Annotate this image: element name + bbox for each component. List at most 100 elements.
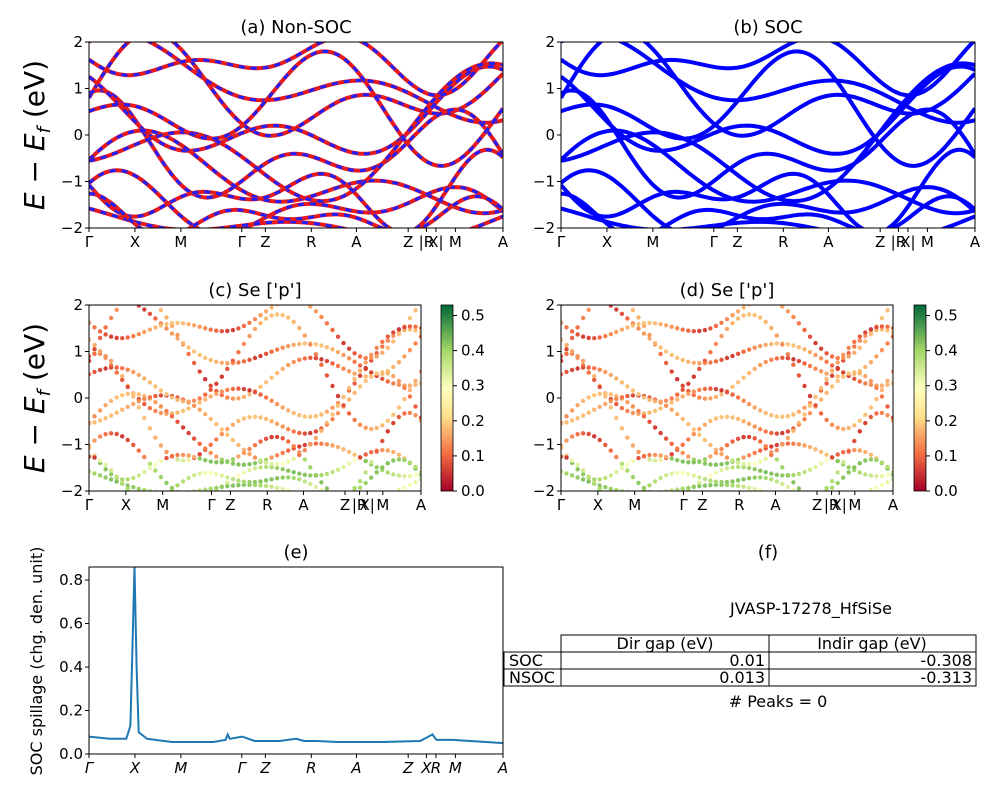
projection-point: [313, 309, 319, 314]
projection-point: [369, 450, 374, 455]
projection-point: [774, 442, 779, 448]
projection-point: [879, 394, 885, 399]
projection-point: [247, 333, 252, 339]
projection-point: [746, 434, 752, 440]
projection-point: [608, 405, 613, 410]
projection-point: [407, 383, 413, 388]
projection-point: [708, 478, 713, 483]
projection-point: [818, 461, 824, 466]
projection-point: [807, 363, 813, 369]
projection-point: [564, 471, 569, 476]
projection-point: [169, 453, 175, 459]
projection-point: [691, 473, 696, 478]
projection-point: [586, 410, 591, 415]
projection-point: [164, 480, 169, 486]
projection-point: [369, 374, 374, 379]
projection-point: [857, 345, 862, 350]
projection-point: [380, 423, 385, 428]
projection-point: [675, 326, 680, 331]
projection-point: [630, 307, 636, 313]
panel-c-plot: [89, 305, 421, 491]
projection-point: [241, 341, 247, 347]
projection-point: [746, 453, 752, 458]
projection-point: [252, 455, 258, 460]
projection-point: [380, 447, 385, 453]
projection-point: [263, 478, 269, 483]
projection-point: [752, 450, 757, 456]
band-line: [561, 206, 975, 228]
material-id: JVASP-17278_HfSiSe: [729, 599, 892, 619]
projection-point: [752, 486, 757, 491]
projection-point: [418, 418, 421, 423]
projection-point: [780, 494, 784, 498]
band-line: [89, 42, 503, 125]
projection-point: [164, 321, 169, 327]
projection-point: [153, 384, 158, 389]
projection-point: [564, 342, 569, 348]
projection-point: [402, 325, 407, 330]
projection-point: [97, 434, 103, 439]
projection-point: [180, 425, 186, 430]
projection-point: [824, 417, 829, 423]
projection-point: [669, 471, 674, 476]
projection-point: [225, 366, 230, 372]
projection-point: [335, 411, 341, 416]
band-line: [561, 128, 975, 216]
projection-point: [357, 455, 363, 460]
x-tick-label: Γ: [85, 233, 94, 251]
projection-point: [241, 394, 247, 400]
projection-point: [641, 487, 647, 491]
projection-point: [108, 315, 114, 321]
projection-point: [97, 418, 103, 423]
projection-point: [291, 319, 296, 325]
colorbar-tick-label: 0.4: [461, 342, 485, 360]
projection-point: [569, 329, 575, 334]
projection-point: [208, 387, 213, 392]
x-tick-label: X: [593, 496, 603, 514]
projection-point: [280, 475, 285, 480]
projection-point: [658, 406, 663, 411]
projection-point: [385, 461, 390, 466]
projection-point: [247, 446, 252, 452]
projection-point: [258, 465, 263, 470]
projection-point: [791, 480, 796, 485]
panel-a-title: (a) Non-SOC: [240, 17, 351, 38]
projection-point: [630, 388, 636, 393]
y-tick-label: 0: [73, 389, 83, 407]
projection-point: [592, 366, 597, 371]
projection-point: [125, 437, 130, 443]
projection-point: [580, 468, 586, 473]
projection-point: [241, 479, 247, 484]
projection-point: [625, 325, 630, 330]
projection-point: [407, 460, 413, 465]
projection-point: [186, 321, 191, 327]
band-line: [561, 49, 975, 168]
projection-point: [852, 350, 857, 355]
projection-point: [114, 410, 119, 415]
projection-point: [308, 481, 313, 487]
projection-point: [890, 325, 893, 331]
projection-point: [874, 325, 879, 330]
projection-point: [225, 475, 230, 480]
projection-point: [413, 382, 418, 387]
projection-point: [752, 405, 757, 410]
projection-point: [713, 462, 719, 467]
projection-point: [402, 385, 407, 391]
projection-point: [829, 384, 835, 389]
projection-point: [385, 338, 390, 343]
projection-point: [636, 455, 641, 461]
panel-c-colorbar-ticks: 0.5 0.4 0.3 0.2 0.1 0.0: [453, 307, 485, 500]
projection-point: [214, 460, 219, 465]
projection-point: [247, 320, 252, 325]
projection-point: [418, 470, 421, 475]
peaks-count: # Peaks = 0: [729, 692, 828, 711]
projection-point: [186, 457, 191, 463]
projection-point: [885, 464, 890, 469]
projection-point: [857, 338, 862, 343]
table-cell: 0.01: [729, 651, 765, 670]
projection-point: [713, 386, 719, 392]
projection-point: [686, 422, 691, 427]
band-line: [89, 128, 503, 216]
projection-point: [636, 321, 641, 327]
projection-point: [385, 429, 390, 434]
